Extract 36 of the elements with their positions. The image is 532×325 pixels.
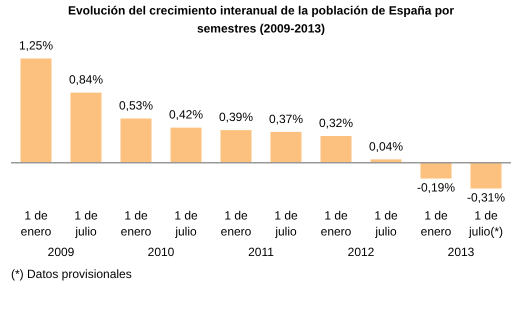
bar bbox=[320, 136, 352, 163]
chart-title: Evolución del crecimiento interanual de la población de España por semestres (2009-2013) bbox=[68, 4, 454, 36]
x-tick-label: 1 de julio bbox=[274, 208, 298, 238]
data-label: -0,19% bbox=[416, 180, 456, 194]
data-label: 0,53% bbox=[118, 98, 154, 112]
bar bbox=[20, 58, 52, 163]
data-label: 1,25% bbox=[18, 38, 54, 52]
text: 2012 bbox=[348, 245, 375, 259]
x-tick-label: 1 de julio bbox=[74, 208, 98, 238]
data-label: 0,32% bbox=[318, 116, 354, 130]
text: 2011 bbox=[248, 245, 274, 259]
bar bbox=[420, 162, 452, 178]
data-label: 0,84% bbox=[68, 72, 104, 87]
x-tick-label: 1 de enero bbox=[320, 208, 352, 238]
data-label: -0,31% bbox=[466, 190, 506, 204]
bar bbox=[120, 118, 152, 163]
x-tick-label: 1 de enero bbox=[20, 208, 52, 238]
bar bbox=[70, 92, 102, 163]
data-label: 0,39% bbox=[218, 110, 254, 124]
x-tick-label: 1 de julio bbox=[374, 208, 398, 238]
data-label: 0,04% bbox=[368, 139, 404, 154]
text: (*) Datos provisionales bbox=[11, 267, 132, 281]
x-tick-label: 1 de julio(*) bbox=[468, 208, 504, 238]
x-tick-label: 1 de enero bbox=[120, 208, 152, 238]
data-label: 0,37% bbox=[268, 112, 304, 126]
x-tick-label: 1 de enero bbox=[420, 208, 452, 238]
data-label: 0,42% bbox=[168, 108, 204, 122]
bar bbox=[170, 128, 202, 163]
bar bbox=[220, 130, 252, 163]
bar bbox=[270, 132, 302, 163]
text: 2010 bbox=[148, 245, 175, 259]
text: 2009 bbox=[48, 245, 75, 259]
bar bbox=[470, 162, 502, 188]
text: 2013 bbox=[448, 245, 475, 259]
x-tick-label: 1 de enero bbox=[220, 208, 252, 238]
x-tick-label: 1 de julio bbox=[174, 208, 198, 238]
